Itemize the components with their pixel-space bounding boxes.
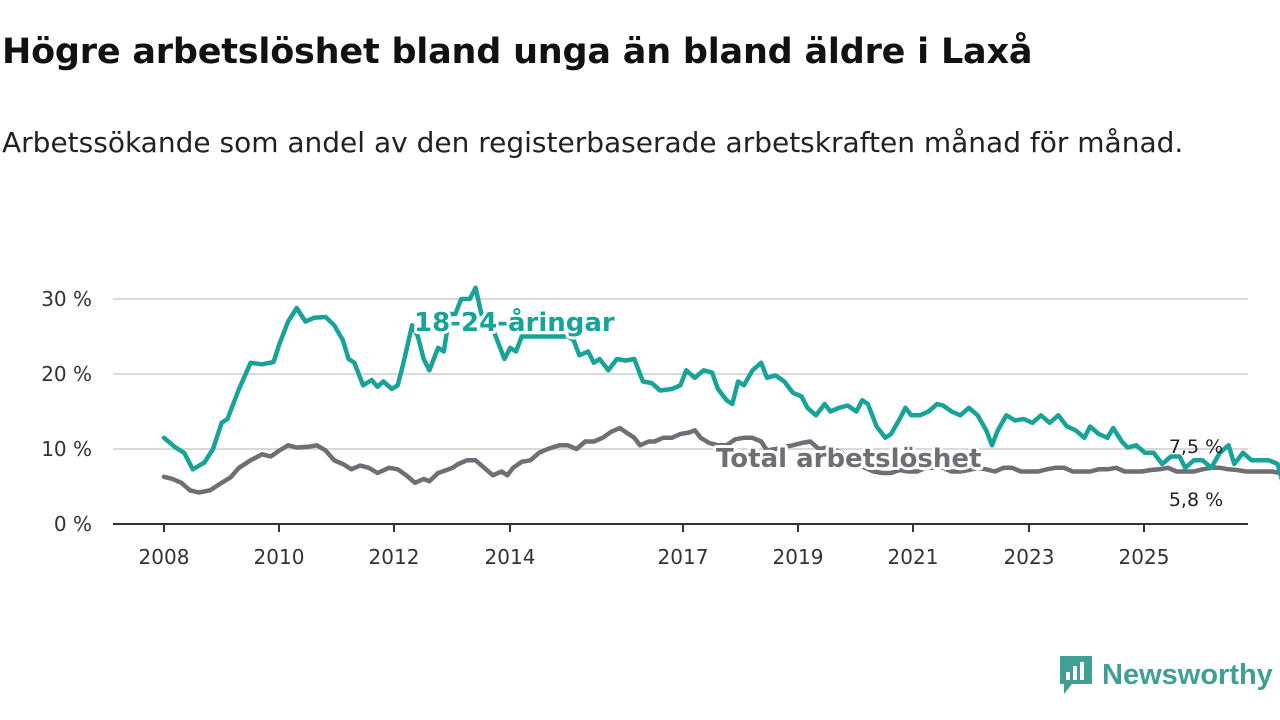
gridlines [113,298,1248,450]
y-tick-label: 10 % [41,437,92,461]
x-tick-label: 2025 [1119,545,1170,569]
newsworthy-logo-text: Newsworthy [1102,658,1273,691]
series-label-youth-halo: 18-24-åringar [414,306,615,338]
x-tick-label: 2019 [773,545,824,569]
series-line-youth [161,285,1280,482]
series-line-total [161,425,1280,495]
newsworthy-logo-icon [1060,656,1092,694]
y-tick-label: 30 % [41,287,92,311]
y-tick-label: 20 % [41,362,92,386]
x-tick-label: 2017 [658,545,709,569]
x-axis-ticks: 2008 2010 2012 2014 2017 2019 2021 2023 2025 [139,524,1170,569]
x-tick-label: 2021 [888,545,939,569]
chart-subtitle: Arbetssökande som andel av den registerb… [2,126,1184,159]
end-label-total: 5,8 % [1169,489,1223,511]
series-label-total-text: Total arbetslöshet [716,444,981,474]
x-tick-label: 2014 [485,545,536,569]
series-lines [161,285,1280,495]
y-tick-label: 0 % [54,512,92,536]
newsworthy-logo[interactable]: Newsworthy [1058,654,1273,696]
end-label-youth: 7,5 % [1169,436,1223,458]
x-tick-label: 2010 [254,545,305,569]
x-tick-label: 2008 [139,545,190,569]
x-tick-label: 2023 [1004,545,1055,569]
x-tick-label: 2012 [369,545,420,569]
series-label-total-halo: Total arbetslöshet [716,444,981,474]
y-axis-ticks: 0 % 10 % 20 % 30 % [41,287,92,536]
series-label-youth-text: 18-24-åringar [414,306,615,338]
chart-title: Högre arbetslöshet bland unga än bland ä… [2,32,1033,72]
